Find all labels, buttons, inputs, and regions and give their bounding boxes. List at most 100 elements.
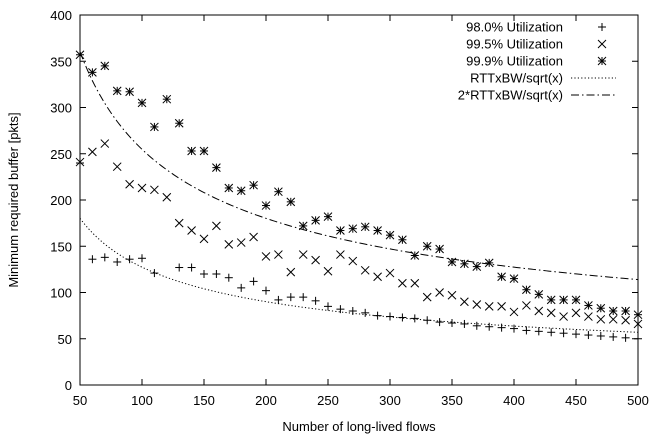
point-plus [559, 329, 568, 338]
marker-stroke [212, 163, 221, 172]
point-cross [584, 312, 593, 321]
point-plus [76, 159, 84, 167]
point-cross [174, 218, 184, 228]
marker-stroke [348, 224, 358, 234]
point-star [559, 295, 568, 305]
point-plus [621, 333, 630, 342]
marker-stroke [174, 118, 184, 128]
point-plus [138, 254, 146, 263]
marker-stroke [398, 235, 407, 245]
point-cross [311, 255, 320, 265]
point-cross [497, 302, 506, 311]
point-plus [100, 253, 109, 262]
point-star [447, 257, 457, 267]
marker-stroke [410, 251, 420, 260]
y-tick-label: 50 [58, 332, 72, 347]
marker-stroke [422, 241, 432, 251]
point-plus [212, 270, 221, 278]
point-star [633, 310, 643, 320]
point-plus [448, 319, 456, 328]
x-tick-label: 250 [317, 393, 339, 408]
marker-stroke [360, 222, 370, 232]
point-cross [435, 288, 444, 297]
point-cross [596, 314, 606, 324]
point-star [472, 262, 482, 271]
marker-stroke [137, 98, 147, 108]
legend-marker-plus [598, 23, 606, 31]
point-plus [547, 328, 556, 337]
point-cross [385, 268, 395, 278]
marker-stroke [274, 250, 283, 259]
marker-stroke [546, 308, 556, 318]
marker-stroke [88, 67, 97, 77]
point-plus [299, 293, 308, 302]
marker-stroke [410, 278, 420, 288]
marker-stroke [608, 314, 618, 324]
point-cross [348, 256, 358, 266]
x-tick-label: 500 [627, 393, 649, 408]
point-plus [274, 295, 283, 304]
marker-stroke [150, 122, 159, 132]
marker-stroke [422, 292, 432, 302]
marker-stroke [385, 268, 395, 278]
point-plus [175, 263, 184, 272]
point-star [298, 221, 308, 231]
marker-stroke [522, 285, 531, 295]
legend-label: 98.0% Utilization [466, 20, 563, 35]
marker-stroke [323, 212, 333, 222]
point-star [187, 146, 196, 156]
point-plus [324, 302, 332, 311]
y-tick-label: 350 [50, 54, 72, 69]
y-tick-label: 100 [50, 286, 72, 301]
point-cross [336, 250, 345, 259]
marker-stroke [534, 289, 544, 299]
y-tick-label: 200 [50, 193, 72, 208]
point-cross [447, 290, 457, 300]
point-plus [150, 269, 159, 278]
point-cross [274, 250, 283, 259]
point-plus [485, 322, 494, 331]
marker-stroke [509, 307, 519, 317]
y-tick-label: 250 [50, 147, 72, 162]
point-star [311, 215, 320, 225]
marker-stroke [608, 306, 618, 316]
marker-stroke [447, 257, 457, 267]
point-plus [634, 334, 642, 343]
marker-stroke [75, 50, 85, 60]
marker-stroke [633, 310, 643, 320]
marker-stroke [497, 272, 506, 282]
point-star [274, 187, 283, 197]
point-star [509, 274, 519, 283]
point-cross [224, 240, 234, 249]
point-plus [336, 305, 345, 314]
marker-stroke [174, 218, 184, 228]
point-plus [311, 296, 320, 305]
point-cross [571, 308, 581, 318]
marker-stroke [584, 301, 593, 310]
marker-stroke [323, 266, 333, 276]
point-cross [187, 226, 196, 235]
point-plus [113, 257, 122, 266]
point-star [323, 212, 333, 222]
x-tick-label: 150 [193, 393, 215, 408]
point-cross [472, 300, 482, 309]
marker-stroke [571, 308, 581, 318]
marker-stroke [596, 314, 606, 324]
marker-stroke [212, 221, 221, 231]
point-plus [125, 255, 134, 264]
marker-stroke [311, 255, 320, 265]
point-star [584, 301, 593, 310]
point-star [88, 67, 97, 77]
marker-stroke [597, 56, 607, 66]
x-tick-label: 50 [73, 393, 87, 408]
marker-stroke [274, 187, 283, 197]
x-tick-label: 200 [255, 393, 277, 408]
point-cross [199, 234, 209, 244]
marker-stroke [162, 94, 172, 104]
point-cross [261, 252, 271, 261]
marker-stroke [298, 250, 308, 259]
point-cross [633, 319, 643, 329]
marker-stroke [621, 315, 630, 325]
point-star [484, 258, 494, 268]
marker-stroke [373, 226, 382, 235]
